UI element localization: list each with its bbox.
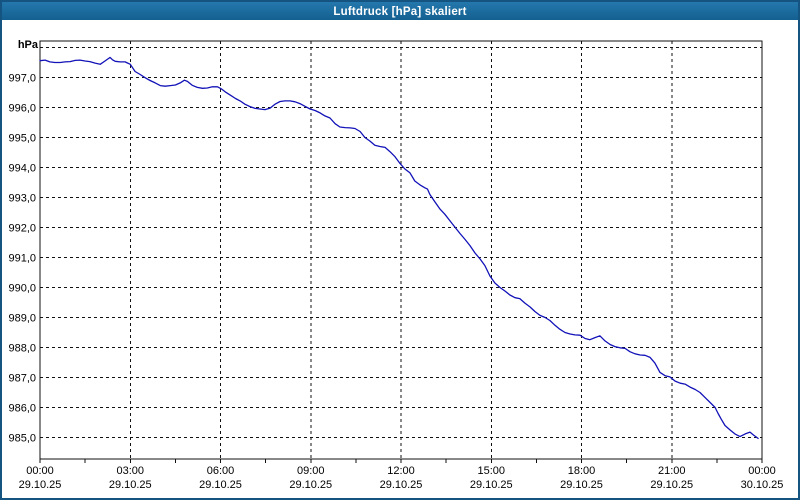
- x-axis-time-label: 06:00: [207, 465, 235, 477]
- window-titlebar[interactable]: Luftdruck [hPa] skaliert: [2, 2, 798, 20]
- x-axis-date-label: 30.10.25: [741, 479, 784, 491]
- x-axis-date-label: 29.10.25: [109, 479, 152, 491]
- x-axis-date-label: 29.10.25: [199, 479, 242, 491]
- x-axis-date-label: 29.10.25: [650, 479, 693, 491]
- y-axis-tick-label: 996,0: [8, 103, 36, 115]
- y-axis-tick-label: 993,0: [8, 193, 36, 205]
- y-axis-tick-label: 985,0: [8, 433, 36, 445]
- window-title: Luftdruck [hPa] skaliert: [333, 6, 467, 18]
- x-axis-time-label: 12:00: [387, 465, 415, 477]
- x-axis-time-label: 09:00: [297, 465, 325, 477]
- x-axis-date-label: 29.10.25: [560, 479, 603, 491]
- y-axis-tick-label: 988,0: [8, 343, 36, 355]
- y-axis-tick-label: 991,0: [8, 253, 36, 265]
- x-axis-time-label: 03:00: [116, 465, 144, 477]
- x-axis-time-label: 18:00: [568, 465, 596, 477]
- y-axis-tick-label: 995,0: [8, 133, 36, 145]
- x-axis-time-label: 00:00: [26, 465, 54, 477]
- y-axis-tick-label: 990,0: [8, 283, 36, 295]
- x-axis-date-label: 29.10.25: [380, 479, 423, 491]
- x-axis-time-label: 21:00: [658, 465, 686, 477]
- y-axis-tick-label: 992,0: [8, 223, 36, 235]
- pressure-series-line: [39, 56, 759, 440]
- x-axis-date-label: 29.10.25: [19, 479, 62, 491]
- x-axis-time-label: 00:00: [748, 465, 776, 477]
- y-axis-tick-label: 986,0: [8, 403, 36, 415]
- y-axis-tick-label: 987,0: [8, 373, 36, 385]
- y-axis-tick-label: 994,0: [8, 163, 36, 175]
- y-axis-unit-label: hPa: [18, 39, 39, 51]
- x-axis-date-label: 29.10.25: [289, 479, 332, 491]
- x-axis-time-label: 15:00: [477, 465, 505, 477]
- y-axis-tick-label: 997,0: [8, 73, 36, 85]
- x-axis-date-label: 29.10.25: [470, 479, 513, 491]
- y-axis-tick-label: 989,0: [8, 313, 36, 325]
